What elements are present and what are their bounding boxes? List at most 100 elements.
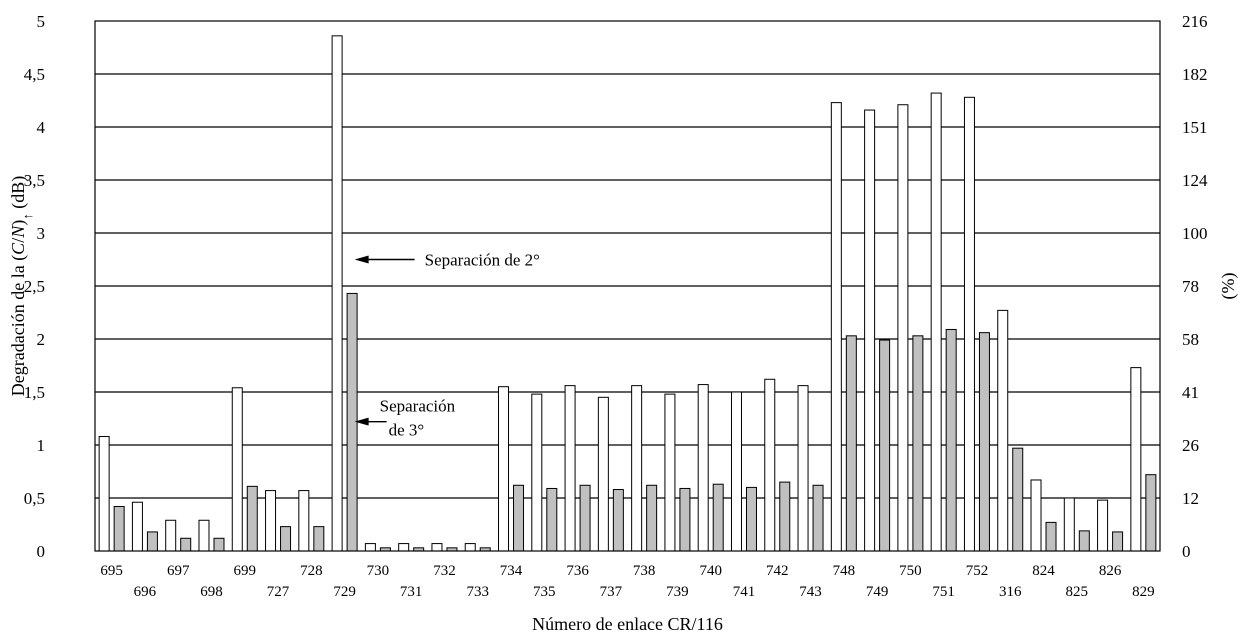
y-tick-label: 5 [37,12,46,31]
category-label: 732 [433,563,456,579]
category-label: 737 [600,584,623,600]
bar-series-2 [812,484,824,552]
y2-tick-label: 182 [1182,65,1208,84]
bar-series-2 [1145,474,1157,552]
annotation-arrow-head [354,255,369,264]
bar-series-2 [1045,521,1057,552]
bar-series-1 [597,396,609,552]
bar-series-1 [997,309,1009,552]
category-label: 826 [1099,563,1122,579]
y-tick-label: 1 [37,436,46,455]
category-label: 825 [1066,584,1089,600]
annotation-label-line-1: Separación [380,397,456,416]
y-tick-label: 2 [37,330,46,349]
bar-series-1 [265,490,277,552]
bar-series-2 [513,484,525,552]
bar-series-1 [963,96,975,552]
category-label: 750 [899,563,922,579]
bar-series-1 [364,543,376,552]
bar-series-1 [664,393,676,552]
bar-series-2 [845,335,857,552]
y2-tick-label: 124 [1182,171,1208,190]
bar-series-2 [879,339,891,552]
annotation-arrow-head [354,417,369,426]
bar-series-2 [546,487,558,552]
bar-series-1 [1063,497,1075,552]
bar-series-1 [98,436,110,552]
annotation-separation-3deg: Separación de 3° [354,397,456,440]
category-label: 729 [333,584,356,600]
bar-series-1 [730,391,742,552]
bar-series-1 [331,35,343,552]
bar-series-2 [213,537,225,552]
y2-tick-label: 0 [1182,542,1191,561]
bar-series-2 [346,292,358,552]
category-label: 695 [100,563,123,579]
annotation-label: Separación de 2° [425,251,540,270]
y-tick-label: 4 [37,118,46,137]
category-label: 733 [466,584,489,600]
category-label: 751 [932,584,955,600]
y2-axis-title: (%) [1218,273,1239,300]
bar-series-1 [165,519,177,552]
category-labels: 695 696 697 698 699 727 728 729 730 731 732 733 734 7… [100,563,1154,600]
y-tick-label: 2,5 [24,277,45,296]
bar-series-2 [579,484,591,552]
category-label: 752 [966,563,989,579]
category-label: 731 [400,584,423,600]
y2-tick-label: 12 [1182,489,1199,508]
category-label: 742 [766,563,789,579]
bar-series-2 [679,487,691,552]
y-tick-label: 3 [37,224,46,243]
annotation-label-line-2: de 3° [389,421,425,440]
bar-series-1 [564,385,576,552]
category-label: 697 [167,563,190,579]
category-label: 696 [134,584,157,600]
bar-series-1 [764,378,776,552]
bar-series-2 [146,531,158,552]
bar-series-2 [180,537,192,552]
bar-series-2 [1078,530,1090,552]
bar-series-1 [864,109,876,552]
bar-series-2 [912,335,924,552]
plot-frame [94,20,1161,552]
left-axis-ticks: 0 0,5 1 1,5 2 2,5 3 3,5 4 4,5 5 [24,12,46,561]
category-label: 734 [500,563,523,579]
bar-series-1 [431,543,443,552]
y2-tick-label: 58 [1182,330,1199,349]
annotation-separation-2deg: Separación de 2° [354,251,540,270]
category-label: 316 [999,584,1022,600]
category-label: 699 [234,563,257,579]
category-label: 740 [699,563,722,579]
bar-series-2 [978,332,990,552]
bar-series-1 [1030,479,1042,552]
category-label: 736 [566,563,589,579]
bar-series-2 [246,485,258,552]
bar-series-1 [1130,367,1142,552]
y2-tick-label: 78 [1182,277,1199,296]
bar-series-2 [779,481,791,552]
y-tick-label: 3,5 [24,171,45,190]
bar-series-1 [531,393,543,552]
y2-tick-label: 100 [1182,224,1208,243]
y-tick-label: 1,5 [24,383,45,402]
bar-series-1 [498,386,510,552]
right-axis-ticks: 0 12 26 41 58 78 100 124 151 182 216 [1182,12,1208,561]
y-axis-title: Degradación de la (C/N)↑ (dB) [8,176,35,396]
y2-tick-label: 216 [1182,12,1208,31]
category-label: 739 [666,584,689,600]
bar-series-1 [631,385,643,552]
bar-series-2 [113,505,125,552]
category-label: 824 [1032,563,1055,579]
category-label: 749 [866,584,889,600]
bars [98,35,1157,552]
bar-series-1 [797,385,809,552]
bar-series-2 [313,526,325,552]
category-label: 698 [200,584,223,600]
bar-series-2 [646,484,658,552]
category-label: 728 [300,563,323,579]
y2-tick-label: 41 [1182,383,1199,402]
bar-series-2 [612,489,624,552]
bar-series-2 [1012,447,1024,552]
